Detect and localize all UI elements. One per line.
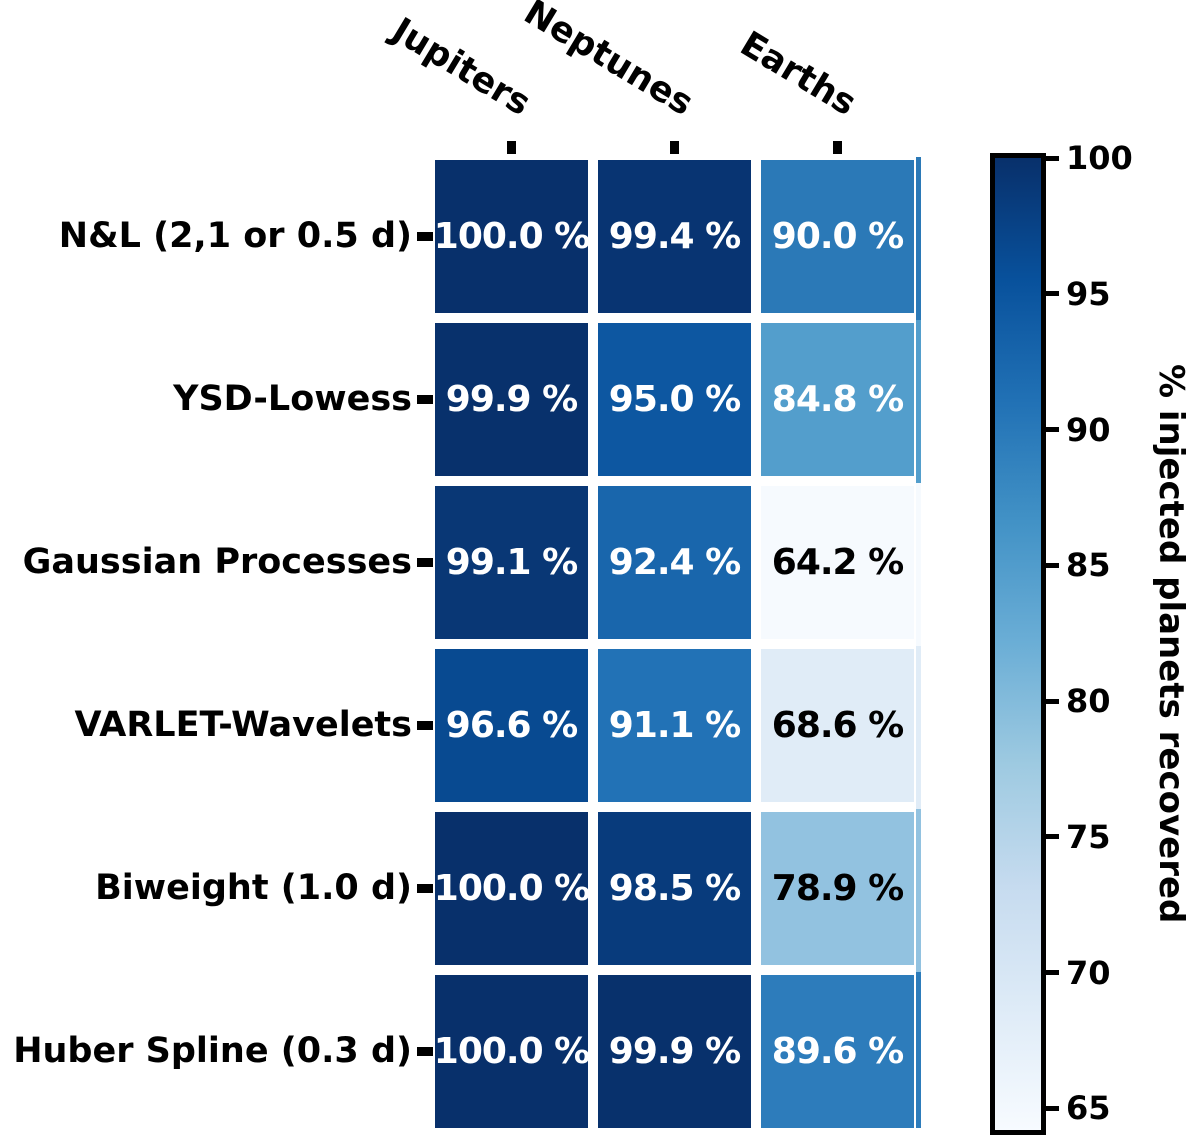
colorbar-tick xyxy=(1046,291,1059,297)
heatmap-clipped-column-sliver xyxy=(916,972,921,1128)
heatmap-cell: 68.6 % xyxy=(761,649,914,802)
heatmap-cell: 100.0 % xyxy=(433,812,590,965)
colorbar-tick xyxy=(1046,155,1059,161)
colorbar-tick-label: 80 xyxy=(1066,682,1111,721)
colorbar-tick xyxy=(1046,562,1059,568)
heatmap-cell: 95.0 % xyxy=(598,323,751,476)
heatmap-clipped-column-sliver xyxy=(916,320,921,483)
colorbar-tick xyxy=(1046,1105,1059,1111)
colorbar xyxy=(990,153,1046,1135)
x-axis-tick xyxy=(670,141,679,154)
heatmap-clipped-column-sliver xyxy=(916,809,921,972)
heatmap-cell: 84.8 % xyxy=(761,323,914,476)
heatmap-cell: 99.9 % xyxy=(598,975,751,1128)
heatmap-clipped-column-sliver xyxy=(916,483,921,646)
row-label: Huber Spline (0.3 d) xyxy=(13,1031,412,1071)
y-axis-tick xyxy=(417,232,433,241)
heatmap-cell: 98.5 % xyxy=(598,812,751,965)
cell-value: 100.0 % xyxy=(433,1031,590,1072)
heatmap-cell: 89.6 % xyxy=(761,975,914,1128)
colorbar-tick xyxy=(1046,834,1059,840)
heatmap-cell: 96.6 % xyxy=(435,649,588,802)
y-axis-tick xyxy=(417,884,433,893)
heatmap-cell: 91.1 % xyxy=(598,649,751,802)
cell-value: 78.9 % xyxy=(771,868,904,909)
y-axis-tick xyxy=(417,558,433,567)
cell-value: 99.1 % xyxy=(445,542,578,583)
cell-value: 99.4 % xyxy=(608,216,741,257)
cell-value: 95.0 % xyxy=(608,379,741,420)
colorbar-tick-label: 65 xyxy=(1066,1089,1111,1128)
cell-value: 96.6 % xyxy=(445,705,578,746)
heatmap-cell: 78.9 % xyxy=(761,812,914,965)
col-label-jupiters: Jupiters xyxy=(384,10,538,124)
cell-value: 92.4 % xyxy=(608,542,741,583)
cell-value: 99.9 % xyxy=(445,379,578,420)
x-axis-tick xyxy=(507,141,516,154)
colorbar-tick-label: 75 xyxy=(1066,817,1111,856)
cell-value: 98.5 % xyxy=(608,868,741,909)
col-label-earths: Earths xyxy=(733,24,864,124)
colorbar-gradient xyxy=(995,158,1041,1130)
cell-value: 100.0 % xyxy=(433,868,590,909)
heatmap-cell: 100.0 % xyxy=(433,160,590,313)
cell-value: 64.2 % xyxy=(771,542,904,583)
y-axis-tick xyxy=(417,395,433,404)
heatmap-cell: 99.1 % xyxy=(435,486,588,639)
heatmap-clipped-column-sliver xyxy=(916,157,921,320)
colorbar-tick xyxy=(1046,698,1059,704)
heatmap-cell: 92.4 % xyxy=(598,486,751,639)
colorbar-tick-label: 95 xyxy=(1066,274,1111,313)
cell-value: 68.6 % xyxy=(771,705,904,746)
heatmap-clipped-column-sliver xyxy=(916,646,921,809)
col-label-neptunes: Neptunes xyxy=(517,0,701,124)
heatmap-cell: 99.4 % xyxy=(598,160,751,313)
heatmap-cell: 64.2 % xyxy=(761,486,914,639)
cell-value: 89.6 % xyxy=(771,1031,904,1072)
colorbar-tick xyxy=(1046,427,1059,432)
row-label: Gaussian Processes xyxy=(22,542,412,582)
colorbar-tick-label: 100 xyxy=(1066,139,1133,177)
row-label: Biweight (1.0 d) xyxy=(95,868,412,908)
heatmap-cell: 90.0 % xyxy=(761,160,914,313)
row-label: YSD-Lowess xyxy=(173,379,412,419)
cell-value: 99.9 % xyxy=(608,1031,741,1072)
row-label: N&L (2,1 or 0.5 d) xyxy=(58,216,412,256)
x-axis-tick xyxy=(833,141,842,154)
heatmap-cell: 99.9 % xyxy=(435,323,588,476)
cell-value: 91.1 % xyxy=(608,705,741,746)
cell-value: 90.0 % xyxy=(771,216,904,257)
heatmap-cell: 100.0 % xyxy=(433,975,590,1128)
colorbar-tick-label: 85 xyxy=(1066,546,1111,585)
colorbar-tick xyxy=(1046,970,1059,976)
row-label: VARLET-Wavelets xyxy=(74,705,412,745)
colorbar-tick-label: 90 xyxy=(1066,410,1111,449)
y-axis-tick xyxy=(417,721,433,730)
y-axis-tick xyxy=(417,1047,433,1056)
colorbar-tick-label: 70 xyxy=(1066,953,1111,992)
cell-value: 100.0 % xyxy=(433,216,590,257)
cell-value: 84.8 % xyxy=(771,379,904,420)
colorbar-label: % injected planets recovered xyxy=(1151,364,1191,924)
